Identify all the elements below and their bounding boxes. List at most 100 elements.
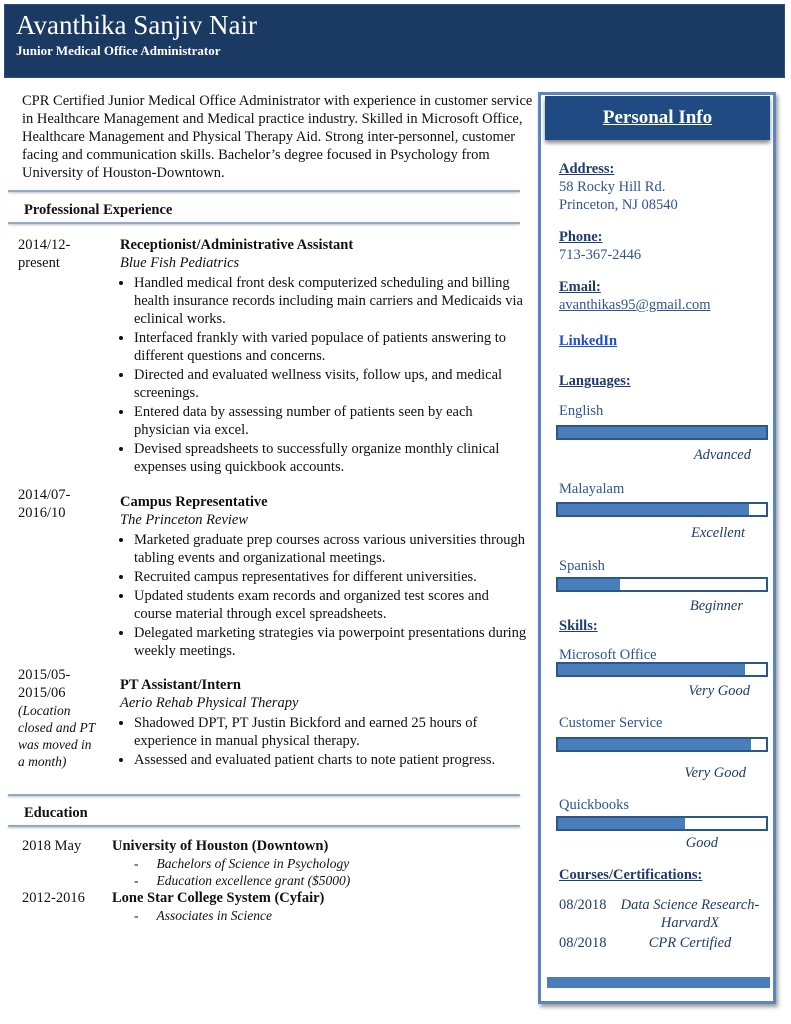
linkedin-block: LinkedIn — [559, 332, 617, 350]
level-fill — [558, 739, 752, 750]
education-date: 2018 May — [22, 838, 82, 854]
resume-header: Avanthika Sanjiv Nair Junior Medical Off… — [4, 4, 785, 78]
job-title: Receptionist/Administrative Assistant — [120, 237, 354, 253]
skill-name: Microsoft Office — [559, 647, 657, 663]
skill-level-bar — [556, 816, 768, 831]
job-bullet: Assessed and evaluated patient charts to… — [134, 751, 528, 769]
job-date-range: 2014/12-present — [18, 237, 71, 271]
dash-marker: - — [134, 908, 139, 923]
job-date: 2014/07-2016/10 — [18, 486, 93, 522]
education-school: Lone Star College System (Cyfair) — [112, 890, 325, 906]
education-school: University of Houston (Downtown) — [112, 838, 329, 854]
divider — [8, 794, 520, 796]
address-label: Address: — [559, 161, 615, 177]
course-date: 08/2018 — [559, 935, 607, 951]
phone-value: 713-367-2446 — [559, 247, 642, 263]
email-label: Email: — [559, 279, 601, 295]
language-level-bar — [556, 502, 768, 517]
panel-footer-bar — [547, 977, 770, 988]
candidate-title: Junior Medical Office Administrator — [16, 43, 221, 58]
level-fill — [558, 818, 685, 829]
job-bullets: Marketed graduate prep courses across va… — [108, 531, 528, 660]
address-line: 58 Rocky Hill Rd. — [559, 179, 666, 195]
education-detail-text: Associates in Science — [156, 908, 272, 923]
education-row: 2018 May University of Houston (Downtown) — [22, 838, 422, 855]
summary: CPR Certified Junior Medical Office Admi… — [22, 93, 533, 181]
skill-name: Quickbooks — [559, 797, 630, 813]
job-entry: PT Assistant/Intern Aerio Rehab Physical … — [108, 676, 528, 770]
job-title: PT Assistant/Intern — [120, 677, 241, 693]
job-bullet: Devised spreadsheets to successfully org… — [134, 440, 528, 476]
education-detail: - Bachelors of Science in Psychology — [22, 855, 422, 872]
skill-level: Very Good — [684, 765, 746, 781]
job-entry: Campus Representative The Princeton Revie… — [108, 493, 528, 661]
courses-label: Courses/Certifications: — [559, 867, 703, 883]
language-name: Malayalam — [559, 481, 625, 497]
divider — [8, 190, 520, 192]
dash-marker: - — [134, 873, 139, 888]
level-fill — [558, 579, 621, 590]
job-date-range: 2015/05-2015/06 — [18, 667, 71, 701]
course-entry: 08/2018 Data Science Research- HarvardX — [559, 896, 769, 932]
job-bullet: Entered data by assessing number of pati… — [134, 403, 528, 439]
personal-info-heading: Personal Info — [545, 96, 770, 140]
language-level: Beginner — [689, 598, 743, 614]
course-entry: 08/2018 CPR Certified — [559, 934, 769, 952]
phone-label: Phone: — [559, 229, 603, 245]
job-title: Campus Representative — [120, 494, 268, 510]
email-link[interactable]: avanthikas95@gmail.com — [559, 297, 711, 313]
languages-label: Languages: — [559, 373, 631, 389]
level-fill — [558, 664, 746, 675]
email-block: Email: avanthikas95@gmail.com — [559, 278, 710, 314]
education-detail: - Associates in Science — [22, 907, 422, 924]
skill-level: Very Good — [688, 683, 750, 699]
job-bullet: Marketed graduate prep courses across va… — [134, 531, 528, 567]
section-heading-experience: Professional Experience — [24, 202, 173, 218]
personal-info-panel — [538, 92, 776, 1004]
divider — [8, 825, 520, 827]
education-entry: 2012-2016 Lone Star College System (Cyfai… — [22, 890, 422, 924]
job-bullets: Handled medical front desk computerized … — [108, 274, 528, 476]
job-entry: Receptionist/Administrative Assistant Blu… — [108, 236, 528, 477]
divider — [8, 222, 520, 224]
language-level-bar — [556, 577, 768, 592]
language-name: English — [559, 403, 604, 419]
education-entry: 2018 May University of Houston (Downtown)… — [22, 838, 422, 889]
job-date-range: 2014/07-2016/10 — [18, 487, 71, 521]
address-line: Princeton, NJ 08540 — [559, 197, 678, 213]
language-level-bar — [556, 425, 768, 440]
education-detail-text: Bachelors of Science in Psychology — [156, 856, 350, 871]
education-date: 2012-2016 — [22, 890, 85, 906]
job-bullet: Handled medical front desk computerized … — [134, 274, 528, 328]
education-detail: - Education excellence grant ($5000) — [22, 872, 422, 889]
job-bullets: Shadowed DPT, PT Justin Bickford and ear… — [108, 714, 528, 769]
section-heading-education: Education — [24, 805, 88, 821]
education-row: 2012-2016 Lone Star College System (Cyfai… — [22, 890, 422, 907]
level-fill — [558, 504, 750, 515]
dash-marker: - — [134, 856, 139, 871]
address-block: Address: 58 Rocky Hill Rd. Princeton, NJ… — [559, 160, 678, 214]
job-company: Aerio Rehab Physical Therapy — [120, 695, 299, 711]
course-date: 08/2018 — [559, 897, 607, 913]
job-bullet: Interfaced frankly with varied populace … — [134, 329, 528, 365]
job-bullet: Delegated marketing strategies via power… — [134, 624, 528, 660]
language-level: Excellent — [691, 525, 745, 541]
skills-label: Skills: — [559, 618, 598, 634]
skill-name: Customer Service — [559, 715, 663, 731]
skill-level-bar — [556, 737, 768, 752]
skill-level-bar — [556, 662, 768, 677]
job-bullet: Directed and evaluated wellness visits, … — [134, 366, 528, 402]
candidate-name: Avanthika Sanjiv Nair — [16, 10, 257, 40]
job-bullet: Updated students exam records and organi… — [134, 587, 528, 623]
job-bullet: Shadowed DPT, PT Justin Bickford and ear… — [134, 714, 528, 750]
linkedin-link[interactable]: LinkedIn — [559, 333, 618, 349]
job-company: The Princeton Review — [120, 512, 249, 528]
language-name: Spanish — [559, 558, 605, 574]
level-fill — [558, 427, 766, 438]
course-name: Data Science Research- HarvardX — [620, 897, 760, 931]
job-date: 2015/05-2015/06 (Location closed and PT w… — [18, 666, 98, 770]
job-date: 2014/12-present — [18, 236, 78, 272]
job-date-note: (Location closed and PT was moved in a m… — [18, 703, 95, 769]
education-detail-text: Education excellence grant ($5000) — [156, 873, 351, 888]
skill-level: Good — [685, 835, 718, 851]
